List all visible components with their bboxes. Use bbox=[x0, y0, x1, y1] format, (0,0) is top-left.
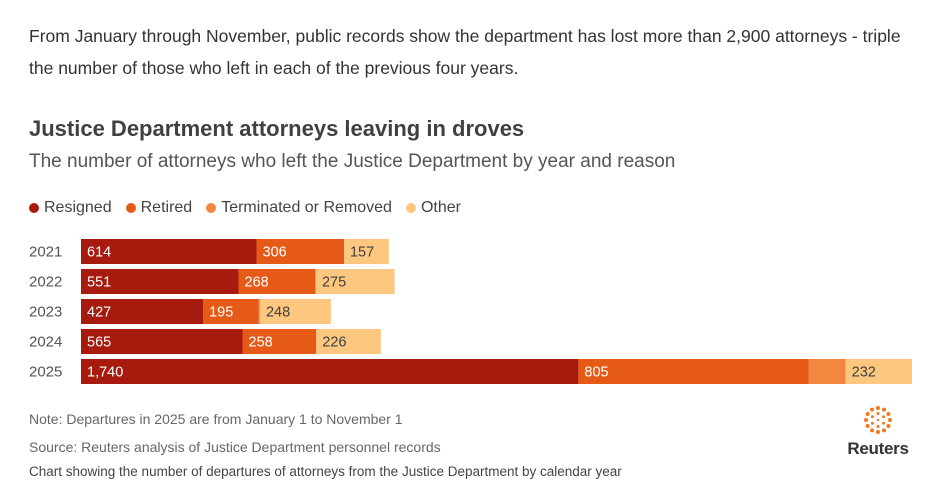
data-label-resigned-2021: 614 bbox=[87, 245, 111, 261]
reuters-dots-icon bbox=[864, 406, 892, 434]
bar-terminated-or-removed-2022 bbox=[315, 269, 316, 294]
legend-item-other: Other bbox=[405, 199, 461, 217]
data-label-retired-2021: 306 bbox=[263, 245, 287, 261]
y-tick-label-2021: 2021 bbox=[29, 244, 62, 261]
legend-swatch-retired bbox=[125, 203, 136, 213]
chart-legend: Resigned Retired Terminated or Removed O… bbox=[29, 199, 461, 217]
bar-retired-2023 bbox=[203, 299, 259, 324]
data-label-other-2025: 232 bbox=[852, 365, 876, 381]
bar-terminated-or-removed-2023 bbox=[258, 299, 260, 324]
chart-note: Note: Departures in 2025 are from Januar… bbox=[29, 411, 403, 427]
bar-terminated-or-removed-2025 bbox=[808, 359, 846, 384]
y-tick-label-2024: 2024 bbox=[29, 334, 62, 351]
stacked-bar-chart: 2021 614 306 157 2022 551 268 275 2023 427 195 248 2… bbox=[29, 239, 912, 384]
bar-retired-2022 bbox=[238, 269, 316, 294]
legend-label-other: Other bbox=[420, 199, 461, 216]
bar-resigned-2023 bbox=[81, 299, 204, 324]
legend-item-terminated: Terminated or Removed bbox=[206, 199, 392, 217]
legend-item-retired: Retired bbox=[125, 199, 193, 217]
chart-subtitle: The number of attorneys who left the Jus… bbox=[29, 151, 676, 172]
legend-swatch-terminated bbox=[206, 203, 217, 213]
bar-other-2024 bbox=[316, 329, 381, 354]
data-label-retired-2023: 195 bbox=[209, 305, 233, 321]
bar-retired-2024 bbox=[242, 329, 317, 354]
bar-other-2023 bbox=[259, 299, 331, 324]
bar-resigned-2022 bbox=[81, 269, 239, 294]
data-label-retired-2025: 805 bbox=[584, 365, 608, 381]
data-label-other-2023: 248 bbox=[266, 305, 290, 321]
data-label-other-2021: 157 bbox=[350, 245, 374, 261]
legend-label-retired: Retired bbox=[140, 199, 193, 216]
data-label-other-2022: 275 bbox=[322, 275, 346, 291]
reuters-logo: Reuters bbox=[838, 405, 918, 460]
data-label-resigned-2022: 551 bbox=[87, 275, 111, 291]
legend-label-resigned: Resigned bbox=[44, 199, 112, 216]
bar-other-2021 bbox=[343, 239, 389, 264]
data-label-retired-2022: 268 bbox=[245, 275, 269, 291]
y-tick-label-2025: 2025 bbox=[29, 364, 62, 381]
data-label-retired-2024: 258 bbox=[249, 335, 273, 351]
bar-resigned-2021 bbox=[81, 239, 257, 264]
intro-paragraph: From January through November, public re… bbox=[29, 26, 901, 78]
y-tick-label-2022: 2022 bbox=[29, 274, 62, 291]
bar-retired-2025 bbox=[578, 359, 809, 384]
legend-swatch-resigned bbox=[29, 203, 39, 213]
bar-resigned-2025 bbox=[81, 359, 579, 384]
chart-title: Justice Department attorneys leaving in … bbox=[29, 116, 525, 141]
data-label-resigned-2023: 427 bbox=[87, 305, 111, 321]
chart-source: Source: Reuters analysis of Justice Depa… bbox=[29, 439, 441, 455]
legend-label-terminated: Terminated or Removed bbox=[221, 199, 392, 216]
bar-other-2022 bbox=[315, 269, 395, 294]
reuters-wordmark: Reuters bbox=[847, 439, 909, 458]
chart-caption: Chart showing the number of departures o… bbox=[29, 464, 622, 479]
legend-item-resigned: Resigned bbox=[29, 199, 112, 217]
legend-swatch-other bbox=[405, 203, 416, 213]
bar-retired-2021 bbox=[256, 239, 344, 264]
data-label-resigned-2024: 565 bbox=[87, 335, 111, 351]
bar-other-2025 bbox=[845, 359, 912, 384]
data-label-other-2024: 226 bbox=[322, 335, 346, 351]
y-tick-label-2023: 2023 bbox=[29, 304, 62, 321]
data-label-resigned-2025: 1,740 bbox=[87, 365, 123, 381]
bar-resigned-2024 bbox=[81, 329, 243, 354]
